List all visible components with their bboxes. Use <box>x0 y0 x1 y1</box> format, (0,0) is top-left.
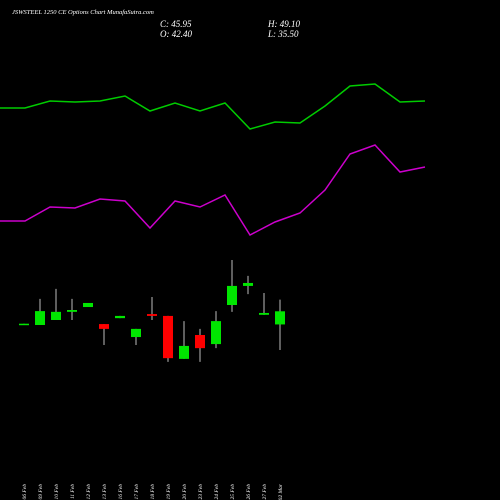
x-tick-label: 06 Feb <box>22 484 28 500</box>
candle-body <box>83 302 93 308</box>
x-tick-label: 02 Mar <box>278 483 284 500</box>
x-tick-label: 17 Feb <box>134 484 140 500</box>
x-tick-label: 18 Feb <box>150 484 156 500</box>
x-tick-label: 24 Feb <box>213 484 220 500</box>
x-tick-label: 19 Feb <box>166 484 172 500</box>
chart-title: JSWSTEEL 1250 CE Options Chart MunafaSut… <box>12 9 154 16</box>
x-tick-label: 13 Feb <box>102 484 108 500</box>
line-series <box>0 83 426 130</box>
candle-body <box>115 315 125 319</box>
x-tick-label: 20 Feb <box>182 484 188 500</box>
x-tick-label: 12 Feb <box>86 484 92 500</box>
x-tick-label: 16 Feb <box>118 484 124 500</box>
candle-body <box>243 282 253 286</box>
candle-body <box>163 315 173 359</box>
x-tick-label: 27 Feb <box>262 484 268 500</box>
candle-body <box>179 345 189 359</box>
candle-body <box>131 328 141 338</box>
x-tick-label: 25 Feb <box>230 484 236 500</box>
low-label: L: 35.50 <box>267 29 299 39</box>
line-series <box>0 144 426 236</box>
high-label: H: 49.10 <box>267 19 300 29</box>
candle-body <box>259 312 269 315</box>
candle-body <box>51 311 61 320</box>
candle-body <box>67 310 77 312</box>
x-tick-label: 23 Feb <box>198 484 204 500</box>
candle-body <box>227 285 237 305</box>
x-tick-label: 26 Feb <box>246 484 252 500</box>
candle-body <box>147 314 157 316</box>
candle-body <box>35 311 45 325</box>
candle-body <box>211 321 221 345</box>
candle-body <box>19 323 29 326</box>
candle-body <box>195 335 205 349</box>
x-tick-label: 09 Feb <box>38 484 44 500</box>
candle-body <box>275 311 285 325</box>
candle-body <box>99 324 109 329</box>
x-tick-label: 10 Feb <box>54 484 60 500</box>
x-tick-label: 11 Feb <box>70 484 76 499</box>
open-label: O: 42.40 <box>160 29 192 39</box>
close-label: C: 45.95 <box>160 19 192 29</box>
